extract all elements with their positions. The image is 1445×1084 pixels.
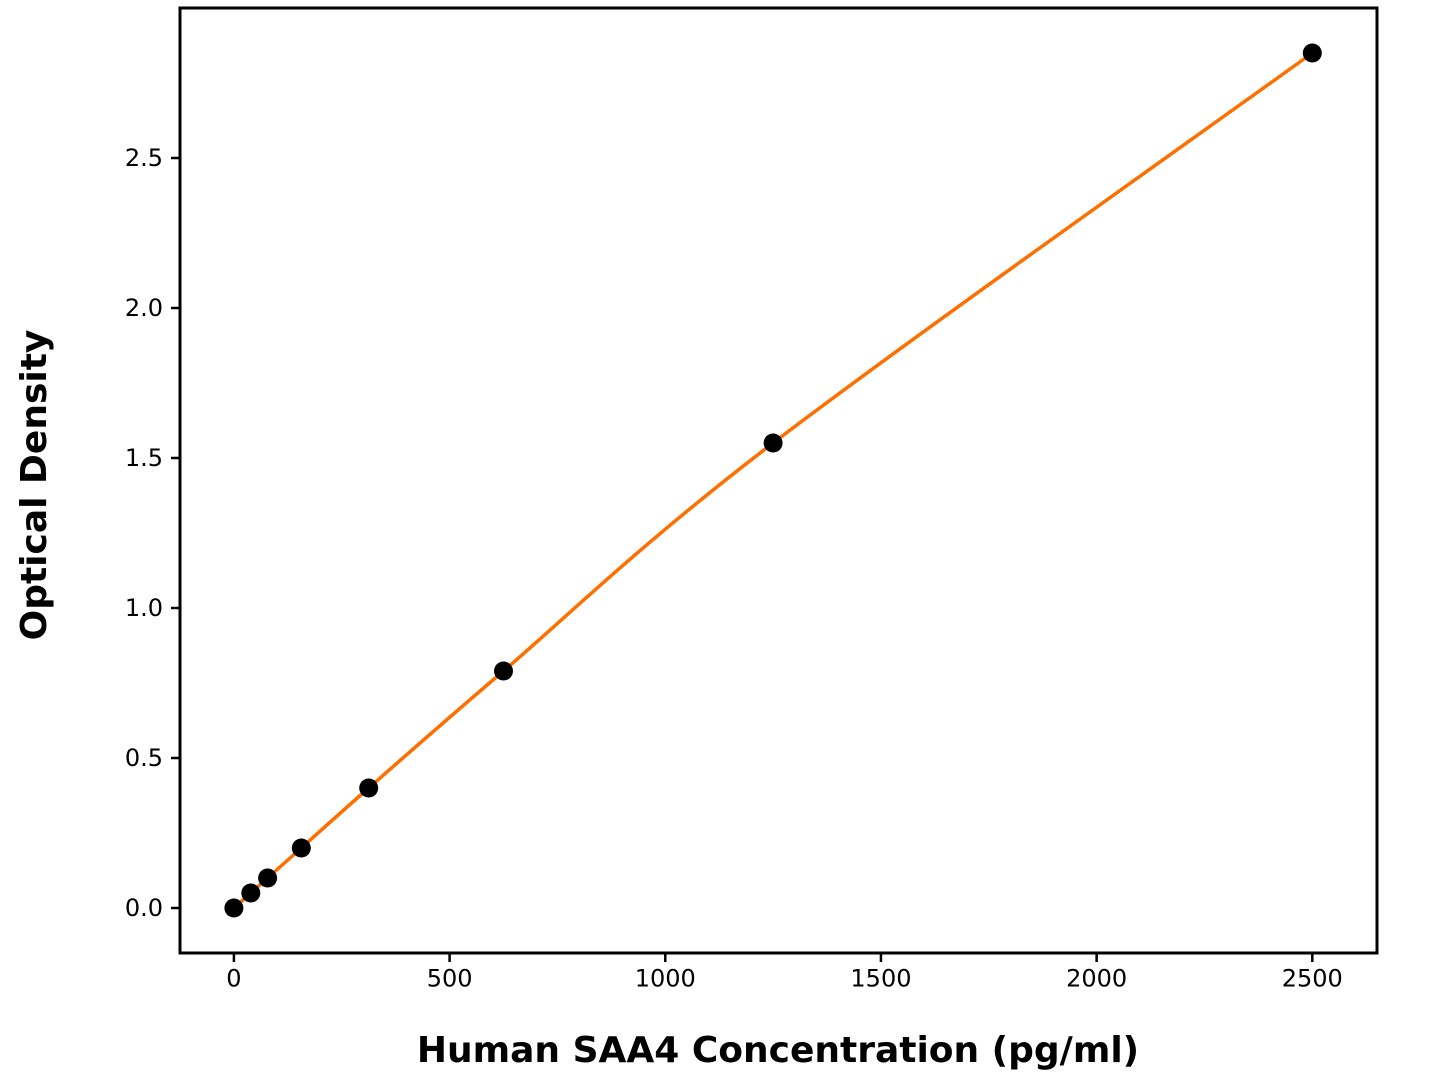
plot-border [178, 6, 1379, 955]
y-tick-label: 1.5 [125, 444, 163, 472]
y-tick-label: 0.5 [125, 744, 163, 772]
data-point-marker [241, 883, 261, 903]
data-point-marker [224, 898, 244, 918]
y-tick-label: 2.0 [125, 294, 163, 322]
y-tick-label: 2.5 [125, 144, 163, 172]
y-tick-label: 1.0 [125, 594, 163, 622]
x-tick-label: 1000 [635, 965, 696, 993]
data-point-marker [359, 778, 379, 798]
x-tick-label: 2000 [1066, 965, 1127, 993]
data-point-marker [494, 661, 513, 681]
x-tick-label: 1500 [850, 965, 911, 993]
data-point-marker [763, 433, 783, 453]
data-point-marker [291, 838, 311, 858]
x-tick-label: 0 [226, 965, 241, 993]
y-tick-label: 0.0 [125, 894, 163, 922]
data-point-marker [258, 868, 278, 888]
x-axis-title: Human SAA4 Concentration (pg/ml) [417, 1030, 1139, 1071]
x-tick-label: 2500 [1282, 965, 1343, 993]
y-axis-title: Optical Density [14, 330, 55, 641]
x-tick-label: 500 [427, 965, 473, 993]
data-point-marker [1302, 43, 1322, 63]
standard-curve-line [232, 51, 1315, 910]
